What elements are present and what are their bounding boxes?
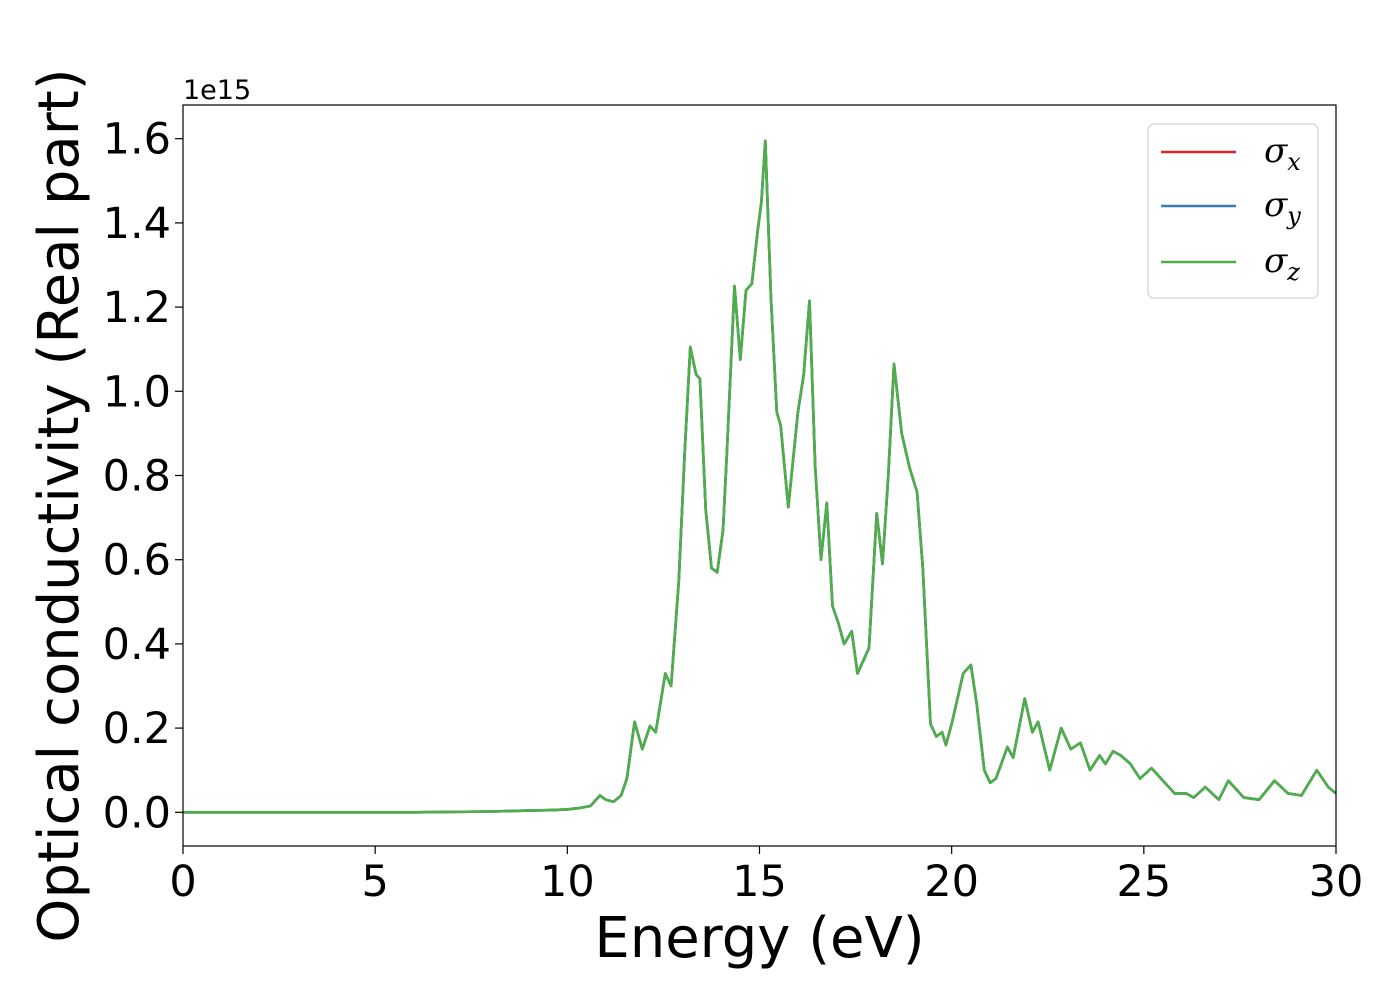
series-line-z [183, 139, 1336, 814]
x-tick-label: 15 [732, 857, 787, 907]
y-axis-label: Optical conductivity (Real part) [27, 68, 92, 942]
x-tick-label: 5 [361, 857, 388, 907]
y-axis-offset-label: 1e15 [183, 75, 251, 106]
x-axis-ticks: 0 5 10 15 20 25 30 [169, 846, 1363, 907]
x-axis-label: Energy (eV) [594, 906, 924, 971]
y-tick-label: 1.0 [103, 367, 171, 417]
y-tick-label: 0.8 [103, 452, 171, 502]
y-axis-ticks: 0.0 0.2 0.4 0.6 0.8 1.0 1.2 1.4 1.6 [103, 115, 183, 838]
y-tick-label: 0.6 [103, 536, 171, 586]
legend-box [1147, 123, 1319, 299]
y-tick-label: 1.2 [103, 283, 171, 333]
y-tick-label: 0.2 [103, 704, 171, 754]
x-tick-label: 30 [1309, 857, 1364, 907]
x-tick-label: 20 [924, 857, 979, 907]
x-tick-label: 25 [1116, 857, 1171, 907]
y-tick-label: 0.0 [103, 788, 171, 838]
legend-label-z: σz [1264, 241, 1300, 286]
legend-label-y: σy [1264, 185, 1301, 230]
legend-label-x: σx [1264, 131, 1301, 176]
y-tick-label: 1.4 [103, 199, 171, 249]
x-tick-label: 0 [169, 857, 196, 907]
legend: σx σy σz [1147, 123, 1319, 299]
x-tick-label: 10 [540, 857, 595, 907]
series-layer [183, 139, 1336, 814]
y-tick-label: 1.6 [103, 115, 171, 165]
y-tick-label: 0.4 [103, 620, 171, 670]
